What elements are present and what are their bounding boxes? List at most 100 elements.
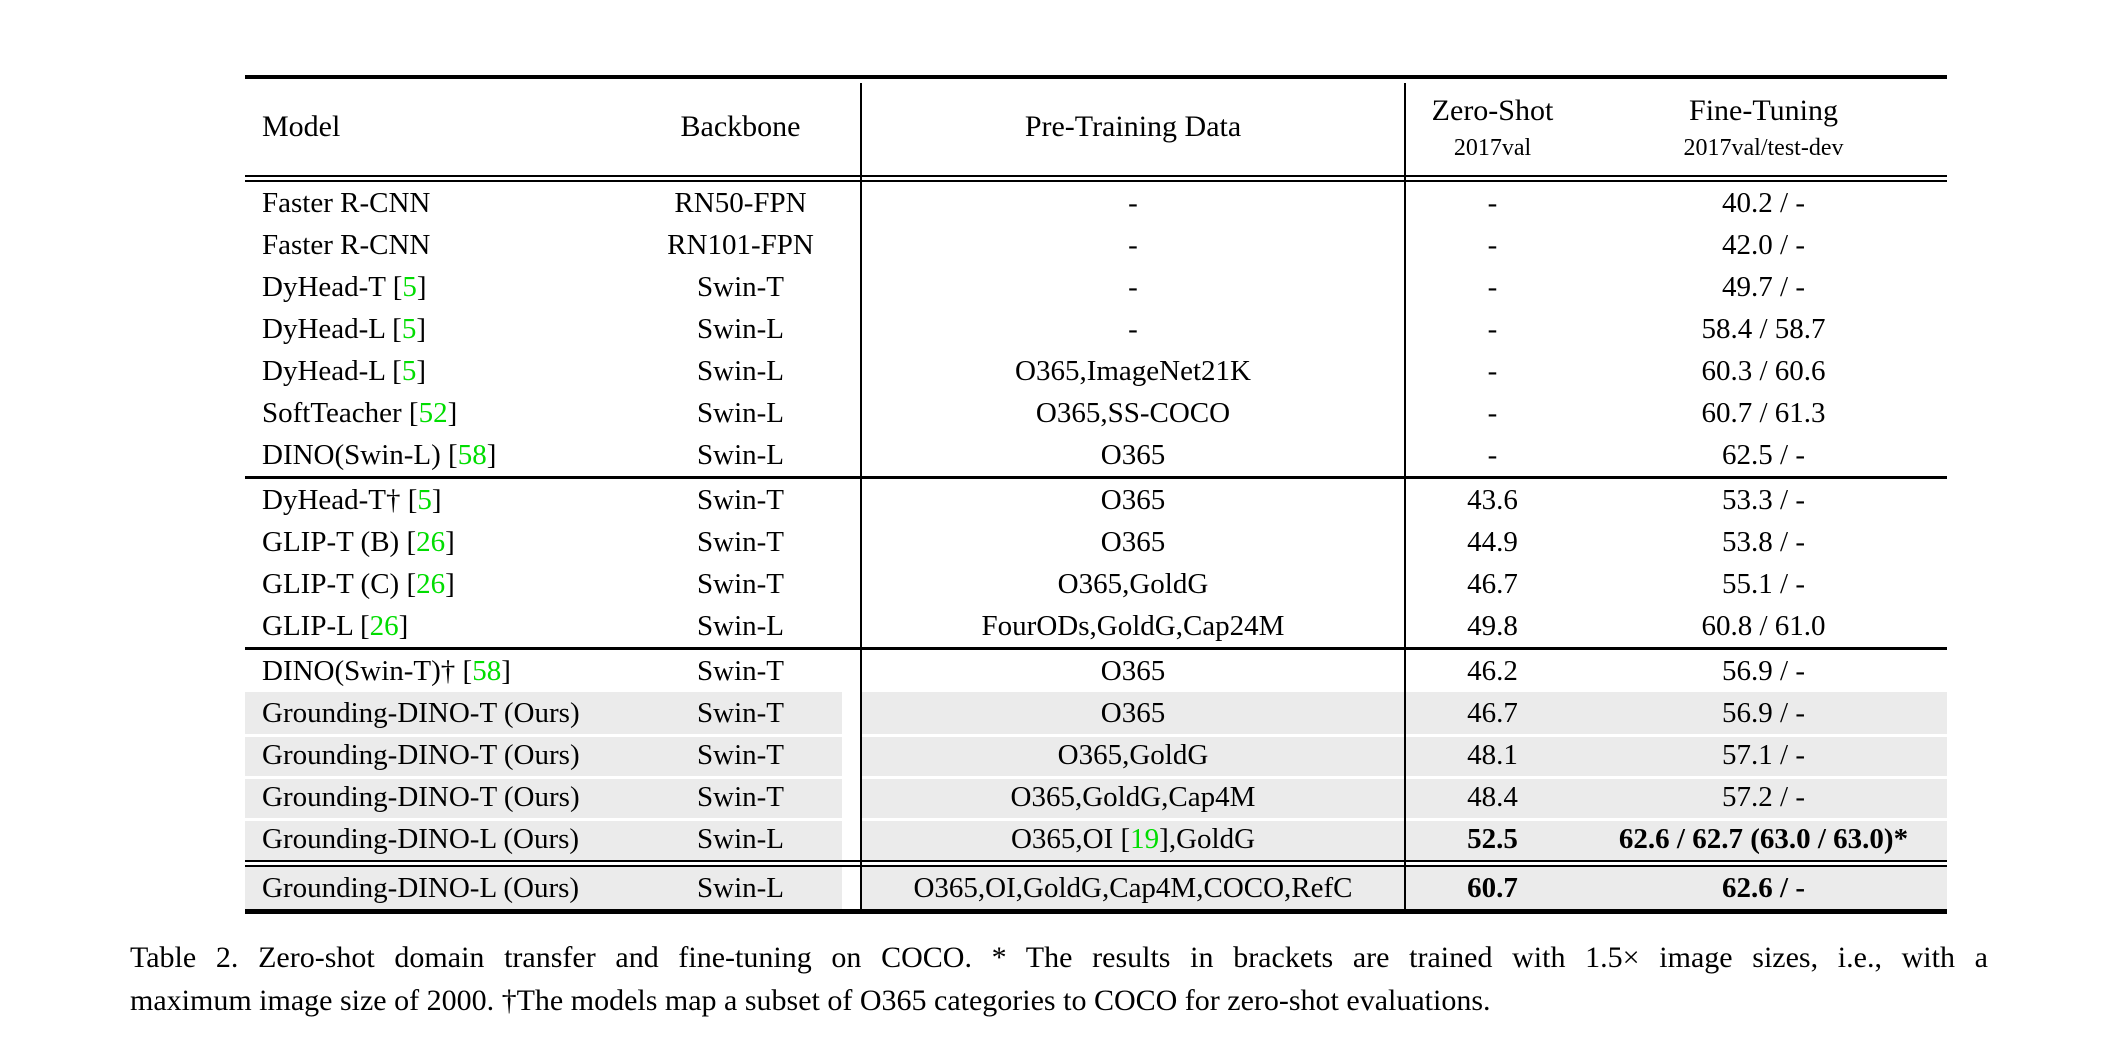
cell-text: FourODs,GoldG,Cap24M xyxy=(981,610,1285,642)
pretraining-data-cell: - xyxy=(861,308,1405,350)
pretraining-data-cell: O365,OI [19],GoldG xyxy=(861,818,1405,860)
pretraining-data-cell: O365 xyxy=(861,479,1405,521)
cell-text: O365 xyxy=(1100,526,1166,558)
table-row: DINO(Swin-T)† [58] Swin-T O365 46.2 56.9 / - xyxy=(245,650,1947,692)
cell-text: ] xyxy=(416,271,427,303)
cell-text: - xyxy=(1128,187,1138,219)
zero-shot-value: - xyxy=(1487,397,1498,429)
backbone-cell: Swin-L xyxy=(697,439,784,471)
table-row: Grounding-DINO-T (Ours) Swin-T O365 46.7 56.… xyxy=(245,692,1947,734)
column-label: Model xyxy=(262,110,341,143)
model-cell: DINO(Swin-L) [58] xyxy=(245,434,620,476)
cell-text: O365,SS-COCO xyxy=(1035,397,1231,429)
table-row: GLIP-T (C) [26] Swin-T O365,GoldG 46.7 55.1 … xyxy=(245,563,1947,605)
cell-text: ] xyxy=(501,655,511,687)
model-cell: DyHead-L [5] xyxy=(245,308,620,350)
model-cell: DyHead-T† [5] xyxy=(245,479,620,521)
fine-tuning-value: 60.7 / 61.3 xyxy=(1701,397,1826,429)
table-group-grounding-dino: DINO(Swin-T)† [58] Swin-T O365 46.2 56.9 / -… xyxy=(245,650,1947,860)
pretraining-data-cell: O365 xyxy=(861,650,1405,692)
cell-text: O365 xyxy=(1100,439,1166,471)
cell-text: Grounding-DINO-L (Ours) xyxy=(262,823,580,855)
fine-tuning-value: 56.9 / - xyxy=(1722,655,1805,687)
model-cell: DINO(Swin-T)† [58] xyxy=(245,650,620,692)
zero-shot-value: 46.7 xyxy=(1467,568,1518,600)
column-header-pretraining-data: Pre-Training Data xyxy=(861,79,1405,175)
cell-text: ] xyxy=(486,439,497,471)
fine-tuning-value: 56.9 / - xyxy=(1722,697,1805,729)
model-cell: Grounding-DINO-T (Ours) xyxy=(245,776,620,818)
table-row: DyHead-L [5] Swin-L O365,ImageNet21K - 60.3 … xyxy=(245,350,1947,392)
column-header-zero-shot: Zero-Shot 2017val xyxy=(1405,79,1580,175)
cell-text: ] xyxy=(398,610,409,642)
cell-text: DINO(Swin-L) [ xyxy=(262,439,458,471)
fine-tuning-value: 62.5 / - xyxy=(1722,439,1805,471)
pretraining-data-cell: O365 xyxy=(861,692,1405,734)
citation-number: 5 xyxy=(401,313,417,345)
cell-text: Grounding-DINO-T (Ours) xyxy=(262,781,580,813)
cell-text: - xyxy=(1128,271,1138,303)
table-row: SoftTeacher [52] Swin-L O365,SS-COCO - 60.7 … xyxy=(245,392,1947,434)
backbone-cell: Swin-T xyxy=(697,271,784,303)
table-bottom-rule xyxy=(245,909,1947,914)
pretraining-data-cell: O365,GoldG xyxy=(861,734,1405,776)
cell-text: O365,GoldG xyxy=(1057,739,1209,771)
backbone-cell: Swin-T xyxy=(697,655,784,687)
backbone-cell: Swin-L xyxy=(697,610,784,642)
backbone-cell: RN101-FPN xyxy=(667,229,814,261)
table-row: GLIP-T (B) [26] Swin-T O365 44.9 53.8 / - xyxy=(245,521,1947,563)
table-group-closed-set: Faster R-CNN RN50-FPN - -40.2 / - Faster R-C… xyxy=(245,182,1947,476)
fine-tuning-value: 53.3 / - xyxy=(1722,484,1805,516)
backbone-cell: Swin-L xyxy=(697,397,784,429)
citation-number: 58 xyxy=(472,655,502,687)
results-table: Model Backbone Pre-Training Data Zero-Sh… xyxy=(245,75,1947,914)
cell-text: ] xyxy=(416,355,427,387)
citation-number: 26 xyxy=(416,526,446,558)
model-cell: Grounding-DINO-T (Ours) xyxy=(245,692,620,734)
pretraining-data-cell: - xyxy=(861,224,1405,266)
model-cell: Grounding-DINO-T (Ours) xyxy=(245,734,620,776)
zero-shot-value: - xyxy=(1487,355,1498,387)
header-separator-rule xyxy=(245,175,1947,182)
table-group-zero-shot-baselines: DyHead-T† [5] Swin-T O365 43.6 53.3 / - GLIP-… xyxy=(245,479,1947,647)
cell-text: O365,ImageNet21K xyxy=(1015,355,1251,387)
cell-text: Faster R-CNN xyxy=(262,229,431,261)
table-row: Grounding-DINO-L (Ours) Swin-L O365,OI,Gol… xyxy=(245,867,1947,909)
column-label: Fine-Tuning xyxy=(1689,94,1838,127)
fine-tuning-value: 62.6 / - xyxy=(1722,872,1805,904)
zero-shot-value: - xyxy=(1487,271,1498,303)
fine-tuning-value: 53.8 / - xyxy=(1722,526,1805,558)
cell-text: ] xyxy=(447,397,458,429)
pretraining-data-cell: O365 xyxy=(861,521,1405,563)
backbone-cell: Swin-L xyxy=(697,313,784,345)
zero-shot-value: - xyxy=(1487,187,1498,219)
group-separator-rule xyxy=(245,476,1947,479)
table-top-rule xyxy=(245,75,1947,79)
cell-text: DyHead-T [ xyxy=(262,271,403,303)
fine-tuning-value: 57.2 / - xyxy=(1722,781,1805,813)
citation-number: 58 xyxy=(457,439,487,471)
table-caption: Table 2. Zero-shot domain transfer and f… xyxy=(130,936,1988,1022)
model-cell: GLIP-T (C) [26] xyxy=(245,563,620,605)
zero-shot-value: 44.9 xyxy=(1467,526,1518,558)
table-row: Grounding-DINO-L (Ours) Swin-L O365,OI [19… xyxy=(245,818,1947,860)
backbone-cell: Swin-T xyxy=(697,568,784,600)
column-header-fine-tuning: Fine-Tuning 2017val/test-dev xyxy=(1580,79,1947,175)
pretraining-data-cell: FourODs,GoldG,Cap24M xyxy=(861,605,1405,647)
table-row: DINO(Swin-L) [58] Swin-L O365 - 62.5 / - xyxy=(245,434,1947,476)
table-row: Grounding-DINO-T (Ours) Swin-T O365,GoldG 4… xyxy=(245,734,1947,776)
backbone-cell: Swin-L xyxy=(697,355,784,387)
cell-text: DyHead-L [ xyxy=(262,313,402,345)
cell-text: O365,OI,GoldG,Cap4M,COCO,RefC xyxy=(913,872,1353,904)
model-cell: DyHead-T [5] xyxy=(245,266,620,308)
fine-tuning-value: 49.7 / - xyxy=(1722,271,1805,303)
backbone-cell: Swin-T xyxy=(697,697,784,729)
cell-text: ] xyxy=(445,526,455,558)
cell-text: Grounding-DINO-L (Ours) xyxy=(262,872,580,904)
column-sublabel: 2017val/test-dev xyxy=(1683,135,1844,161)
table-row: Grounding-DINO-T (Ours) Swin-T O365,GoldG,… xyxy=(245,776,1947,818)
model-cell: DyHead-L [5] xyxy=(245,350,620,392)
pretraining-data-cell: O365,SS-COCO xyxy=(861,392,1405,434)
backbone-cell: Swin-T xyxy=(697,739,784,771)
